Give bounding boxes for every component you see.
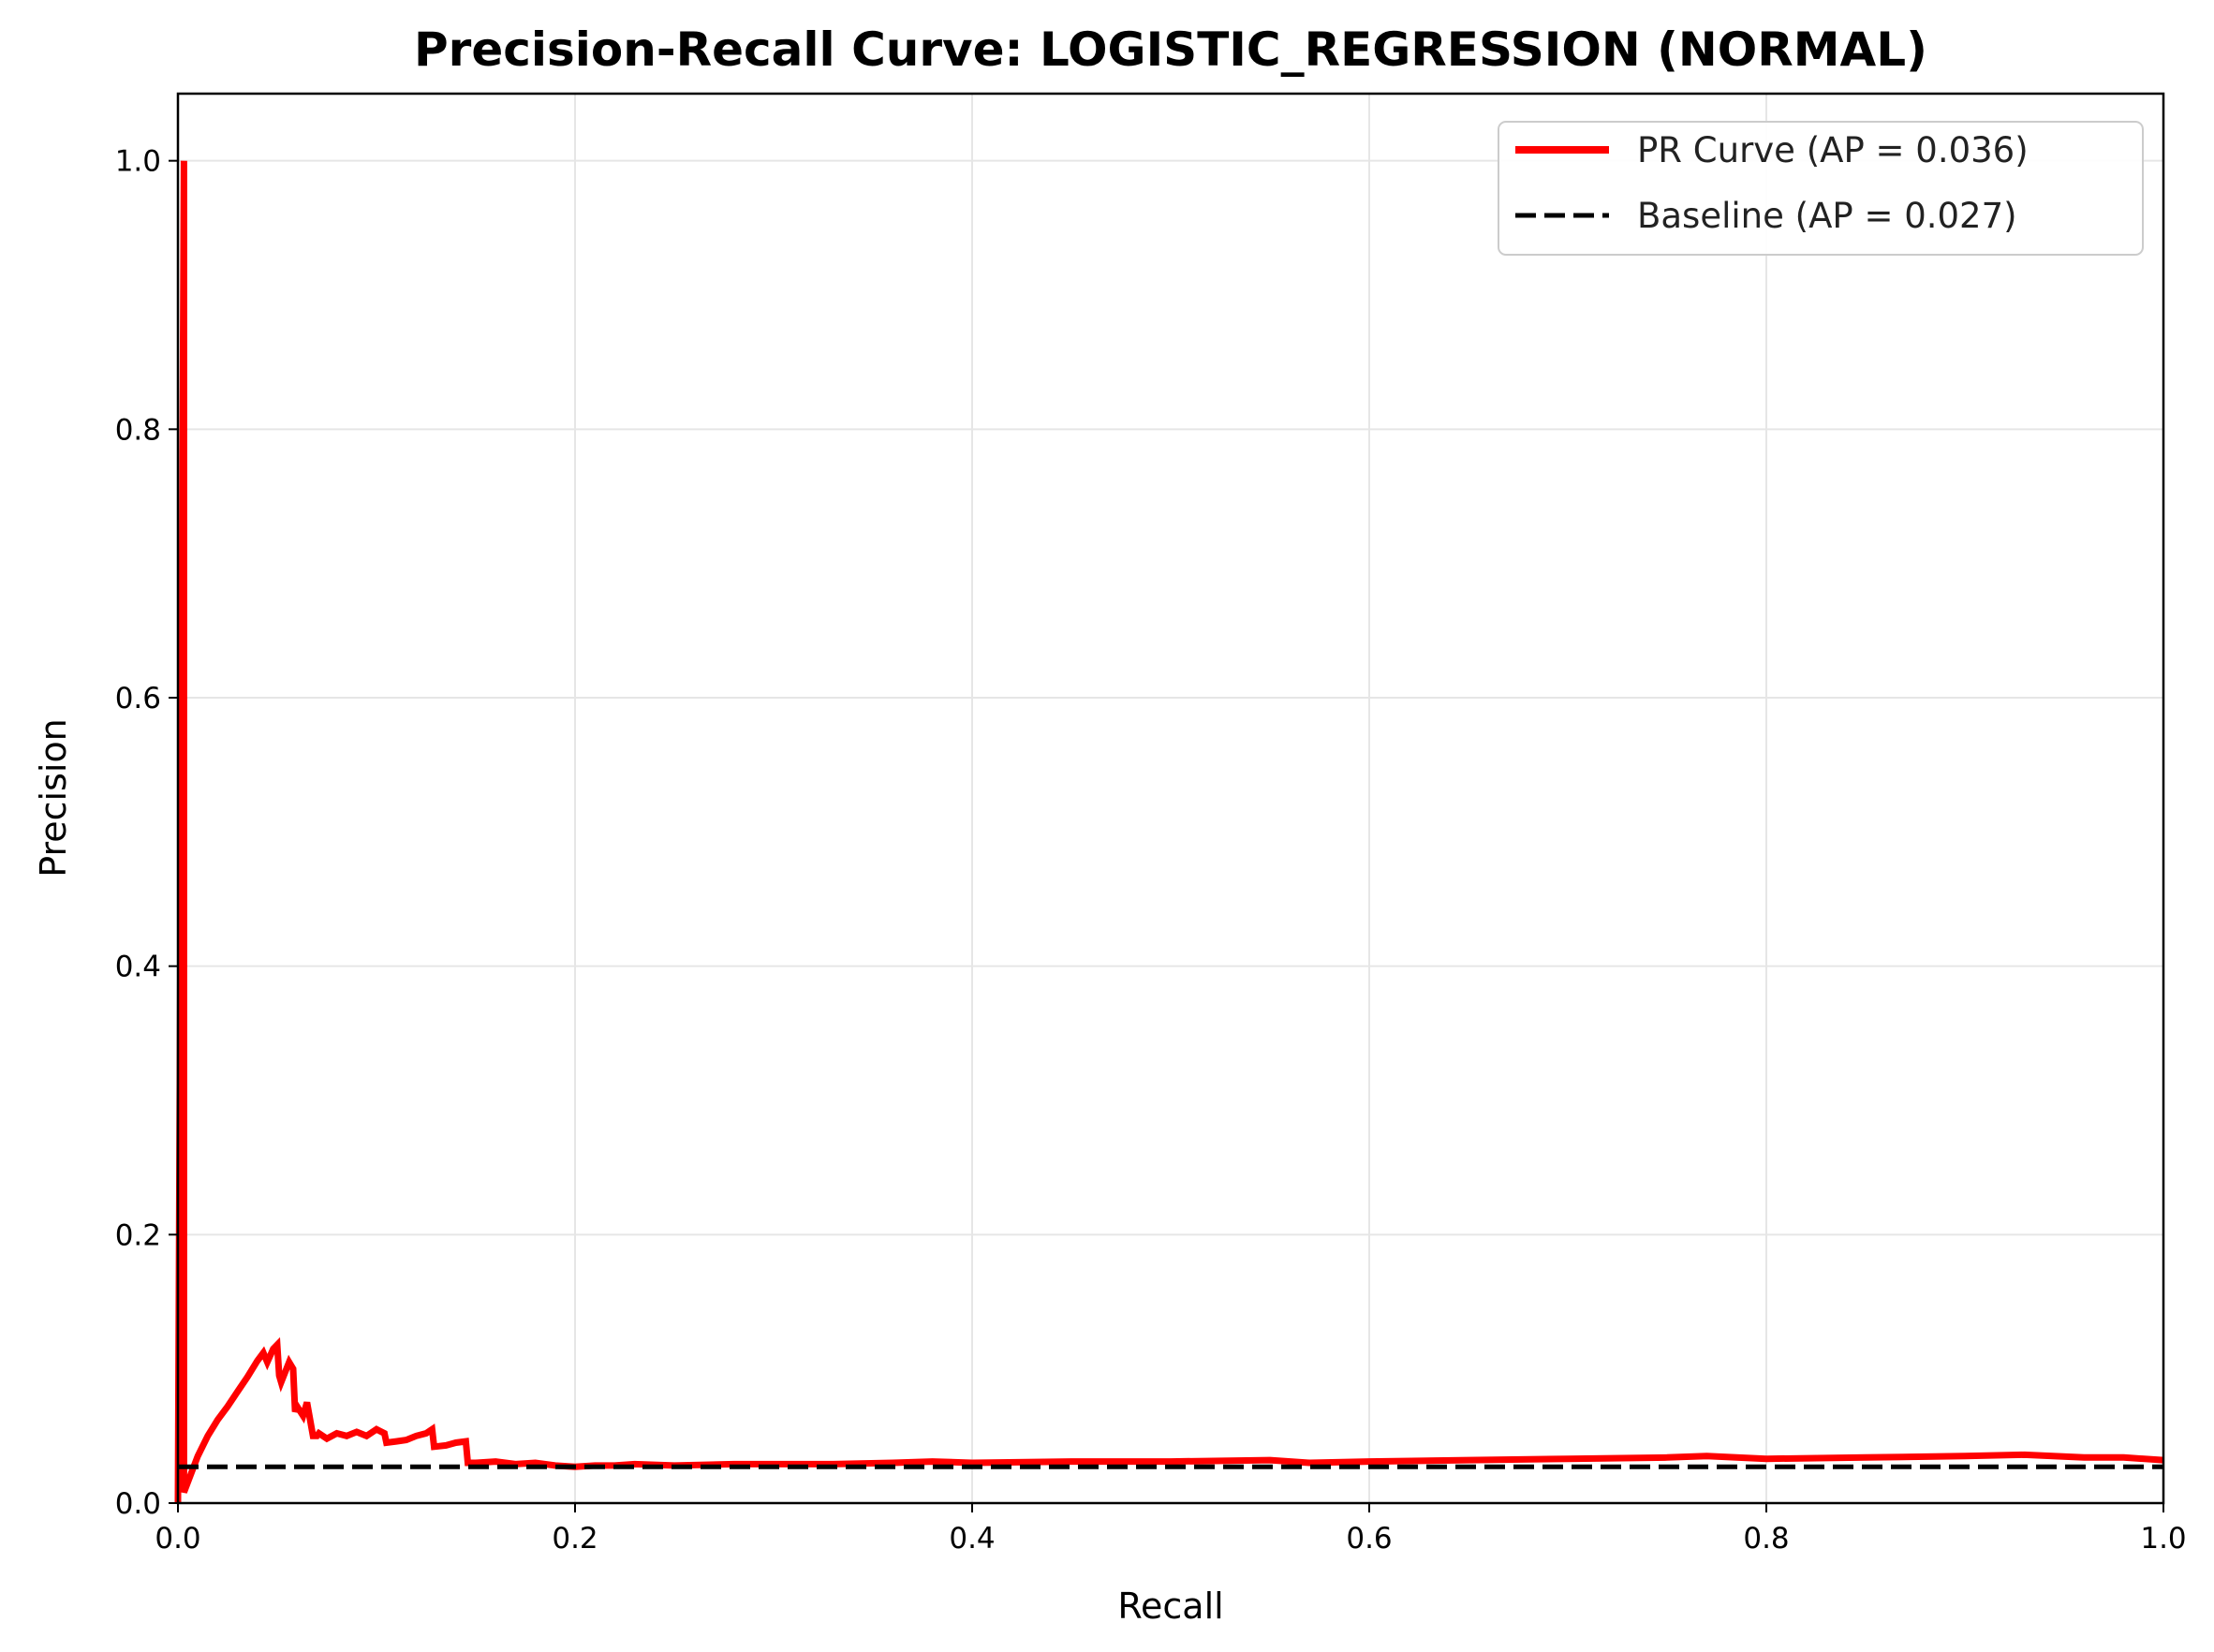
y-tick-label: 0.8 [115, 413, 161, 447]
y-axis-label: Precision [33, 718, 74, 878]
y-tick-label: 0.2 [115, 1218, 161, 1252]
x-tick-label: 0.8 [1743, 1522, 1789, 1556]
chart-title: Precision-Recall Curve: LOGISTIC_REGRESS… [414, 22, 1927, 77]
y-tick-label: 1.0 [115, 145, 161, 179]
x-tick-label: 0.2 [552, 1522, 598, 1556]
x-tick-label: 0.4 [949, 1522, 995, 1556]
series-layer [174, 160, 2164, 1504]
legend-label-pr-curve: PR Curve (AP = 0.036) [1637, 130, 2029, 170]
y-tick-label: 0.4 [115, 951, 161, 984]
x-tick-label: 0.0 [155, 1522, 200, 1556]
axis-ticks: 0.0 0.2 0.4 0.6 0.8 1.0 0.0 0.2 0.4 0.6 0.8 1.0 [115, 145, 2187, 1556]
x-tick-label: 0.6 [1346, 1522, 1392, 1556]
y-tick-label: 0.0 [115, 1487, 161, 1521]
legend-label-baseline: Baseline (AP = 0.027) [1637, 196, 2017, 236]
grid [177, 94, 2164, 1504]
legend-box [1498, 121, 2144, 256]
x-axis-label: Recall [1117, 1586, 1223, 1627]
pr-curve-line [174, 160, 2164, 1504]
plot-frame [176, 92, 2165, 1505]
x-tick-label: 1.0 [2140, 1522, 2186, 1556]
y-tick-label: 0.6 [115, 682, 161, 715]
legend: PR Curve (AP = 0.036) Baseline (AP = 0.0… [1498, 121, 2144, 256]
